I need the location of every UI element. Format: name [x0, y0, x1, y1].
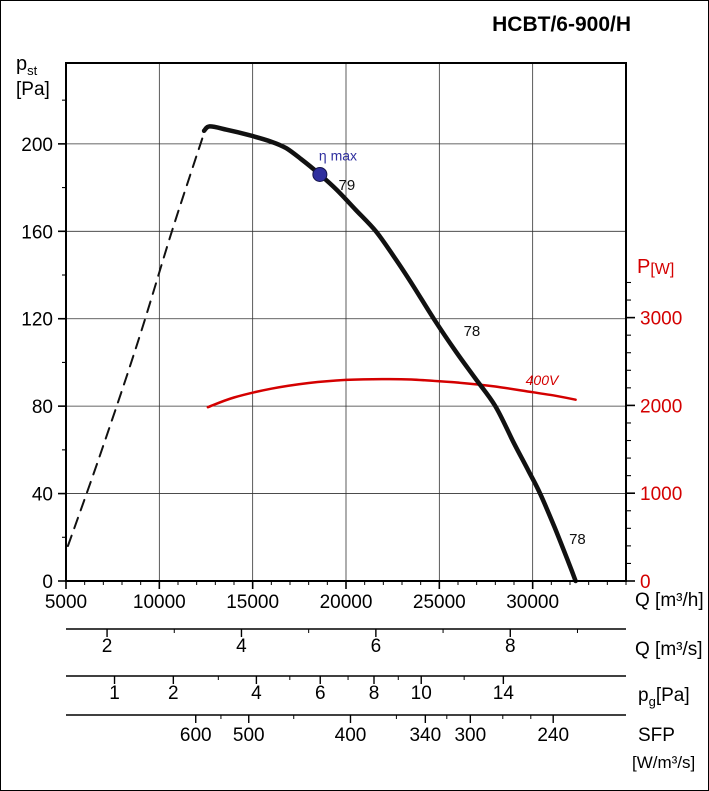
svg-text:10: 10 [411, 683, 432, 704]
svg-text:500: 500 [233, 725, 265, 746]
series-static-pressure [201, 124, 578, 584]
svg-text:0: 0 [42, 572, 53, 593]
svg-text:30000: 30000 [506, 592, 559, 613]
annotations: η max 79 78 78 400V [312, 147, 586, 548]
svg-text:2000: 2000 [640, 396, 682, 417]
svg-text:120: 120 [21, 310, 53, 331]
svg-text:600: 600 [180, 725, 212, 746]
svg-text:300: 300 [454, 725, 486, 746]
svg-text:3000: 3000 [640, 309, 682, 330]
svg-text:200: 200 [21, 135, 53, 156]
svg-text:20000: 20000 [320, 592, 373, 613]
pg-unit: [Pa] [655, 685, 690, 706]
svg-text:400: 400 [335, 725, 367, 746]
pg-axis-title: pg[Pa] [638, 685, 690, 709]
x-axis-title: Q [m³/h] [635, 590, 704, 611]
svg-text:25000: 25000 [413, 592, 466, 613]
annotation: 78 [569, 531, 586, 548]
svg-text:5000: 5000 [45, 592, 87, 613]
pst-unit: [Pa] [16, 78, 50, 100]
eta-max-marker [312, 166, 328, 182]
annotation: 78 [464, 323, 481, 340]
svg-text:40: 40 [32, 485, 53, 506]
svg-text:15000: 15000 [226, 592, 279, 613]
svg-text:340: 340 [409, 725, 441, 746]
pg-symbol: p [638, 685, 649, 706]
svg-text:2: 2 [168, 683, 179, 704]
svg-text:1000: 1000 [640, 484, 682, 505]
curves [66, 124, 578, 584]
series-power-input-400V [206, 377, 577, 409]
svg-text:14: 14 [493, 683, 515, 704]
svg-text:2: 2 [102, 636, 113, 657]
svg-text:240: 240 [537, 725, 569, 746]
svg-text:6: 6 [315, 683, 326, 704]
pw-symbol: P [637, 256, 651, 278]
annotation: 400V [526, 372, 560, 388]
svg-text:8: 8 [369, 683, 380, 704]
secondary-axis-dynamic-pressure-pg: 1 2 4 6 8 10 14 [66, 675, 626, 704]
sfp-axis-unit: [W/m³/s] [632, 753, 696, 772]
svg-text:8: 8 [505, 636, 516, 657]
annotation: 79 [339, 177, 356, 194]
svg-text:160: 160 [21, 222, 53, 243]
annotation: η max [319, 147, 357, 163]
secondary-axis-volume-flow-m3s: 2 4 6 8 [66, 628, 626, 657]
q-m3s-axis-title: Q [m³/s] [635, 639, 703, 660]
page-title: HCBT/6-900/H [492, 13, 631, 36]
svg-text:4: 4 [236, 636, 247, 657]
svg-text:1: 1 [109, 683, 120, 704]
y-right-axis-title: P[W] [637, 256, 674, 279]
svg-text:6: 6 [371, 636, 382, 657]
svg-text:0: 0 [640, 572, 651, 593]
svg-text:10000: 10000 [133, 592, 186, 613]
sfp-axis-title: SFP [638, 725, 675, 746]
svg-text:4: 4 [251, 683, 262, 704]
svg-text:80: 80 [32, 397, 53, 418]
y-left-axis-title: pst [Pa] [16, 53, 50, 101]
pw-unit: [W] [650, 261, 675, 278]
secondary-axis-specific-fan-power-sfp: 600 500 400 340 300 240 [66, 714, 626, 746]
series-static-pressure-unstable [66, 131, 206, 547]
pst-symbol: pst [16, 53, 38, 78]
